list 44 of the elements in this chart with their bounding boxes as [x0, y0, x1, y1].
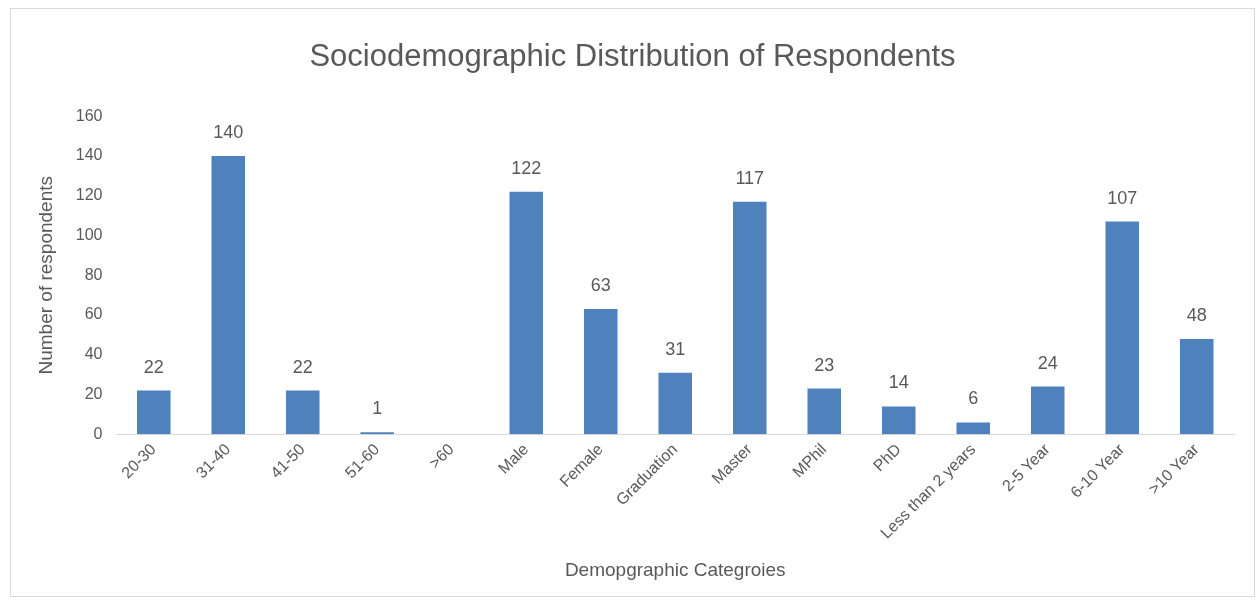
bar	[658, 372, 693, 435]
data-label: 24	[1037, 352, 1058, 373]
bar	[1179, 338, 1214, 435]
x-tick-label: >60	[425, 440, 458, 472]
data-label: 140	[213, 121, 244, 142]
x-tick-label: 6-10 Year	[1067, 439, 1128, 501]
y-tick-label: 140	[75, 146, 103, 164]
bar	[807, 388, 842, 435]
y-tick-label: 100	[75, 225, 103, 243]
y-tick-label: 120	[75, 186, 103, 204]
data-label: 14	[888, 372, 909, 393]
bar	[1030, 386, 1065, 435]
data-label: 122	[511, 157, 542, 178]
x-tick-label: >10 Year	[1144, 439, 1203, 498]
y-tick-label: 60	[84, 305, 103, 323]
y-tick-label: 160	[75, 106, 103, 124]
data-label: 22	[143, 356, 164, 377]
data-label: 48	[1186, 304, 1207, 325]
y-axis-title: Number of respondents	[34, 175, 56, 375]
data-label: 6	[968, 388, 979, 409]
bar	[509, 191, 544, 435]
bar	[285, 390, 320, 435]
data-label: 1	[372, 398, 383, 419]
y-tick-label: 80	[84, 265, 103, 283]
bar	[1105, 221, 1140, 435]
bar	[583, 309, 618, 435]
x-tick-label: PhD	[869, 440, 904, 475]
x-axis-title: Demopgraphic Categroies	[564, 558, 786, 580]
bar	[136, 390, 171, 435]
chart-title: Sociodemographic Distribution of Respondents	[309, 38, 956, 74]
data-label: 63	[590, 275, 611, 296]
bar	[881, 406, 916, 435]
data-label: 31	[665, 338, 686, 359]
data-label: 117	[735, 167, 765, 188]
y-tick-label: 40	[84, 345, 103, 363]
y-tick-label: 20	[84, 384, 103, 402]
data-label: 107	[1107, 187, 1138, 208]
bar	[732, 201, 767, 435]
data-label: 22	[292, 356, 313, 377]
data-label: 23	[814, 354, 835, 375]
bar	[211, 155, 246, 435]
x-tick-label: 2-5 Year	[998, 439, 1054, 495]
bar	[956, 422, 991, 435]
y-tick-label: 0	[93, 424, 103, 442]
